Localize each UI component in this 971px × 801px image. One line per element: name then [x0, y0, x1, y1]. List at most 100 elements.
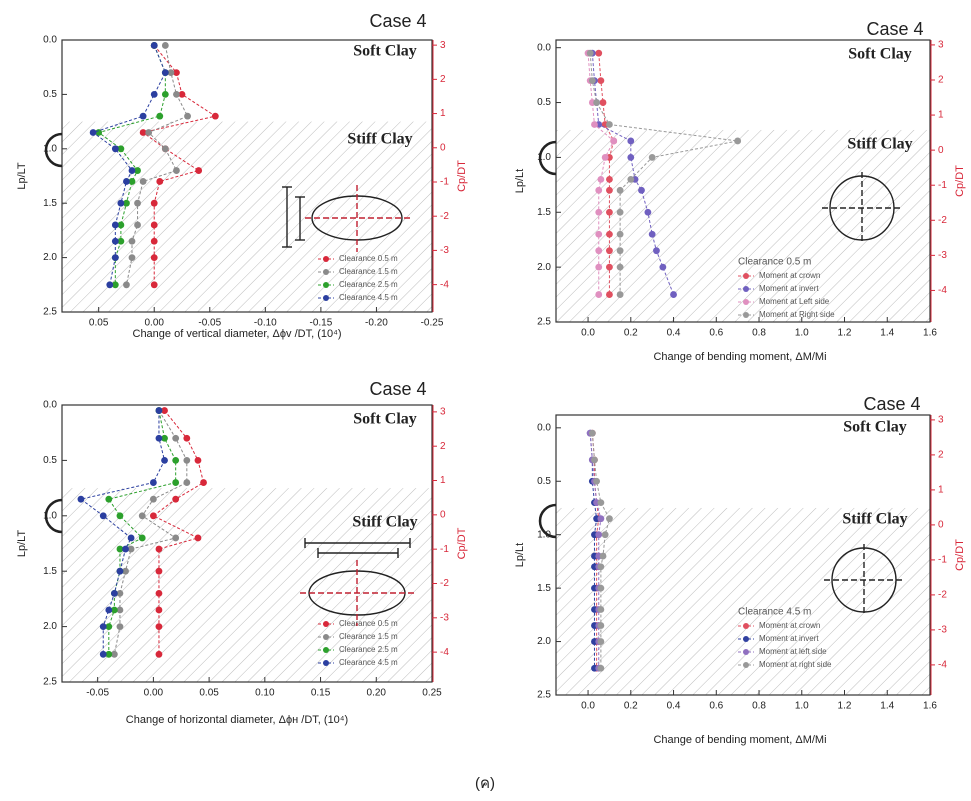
y2-tick-label: 2	[938, 450, 944, 461]
legend-label: Clearance 0.5 m	[339, 619, 398, 628]
y2-tick-label: 0	[440, 509, 446, 520]
y2-tick-label: -1	[440, 544, 449, 555]
y2-tick-label: 0	[440, 142, 446, 153]
legend-label: Clearance 1.5 m	[339, 267, 398, 276]
data-point	[587, 50, 594, 57]
legend-marker	[323, 634, 329, 640]
legend-label: Clearance 0.5 m	[339, 254, 398, 263]
y-tick-label: 1.5	[537, 207, 551, 218]
chart-title: Case 4	[863, 394, 920, 414]
legend-label: Moment at invert	[759, 634, 819, 643]
data-point	[595, 50, 602, 57]
annotation: Stiff Clay	[352, 514, 417, 531]
data-point	[151, 254, 158, 261]
chart-panel: 0.050.00-0.05-0.10-0.15-0.20-0.250.00.51…	[16, 11, 468, 340]
data-point	[117, 568, 124, 575]
data-point	[595, 187, 602, 194]
data-point	[117, 200, 124, 207]
data-point	[139, 535, 146, 542]
legend-label: Moment at right side	[759, 660, 832, 669]
data-point	[591, 121, 598, 128]
data-point	[117, 512, 124, 519]
y2-tick-label: 3	[938, 40, 944, 51]
data-point	[172, 479, 179, 486]
y2-tick-label: 2	[440, 441, 446, 452]
x-tick-label: 1.4	[880, 328, 894, 339]
data-point	[195, 535, 202, 542]
data-point	[100, 623, 107, 630]
data-point	[617, 231, 624, 238]
y-tick-label: 0.0	[43, 400, 57, 411]
y2-axis-label: Cp/DT	[954, 165, 966, 197]
data-point	[161, 457, 168, 464]
x-axis-label: Change of vertical diameter, Δϕv /DT, (1…	[133, 328, 342, 340]
y-tick-label: 2.5	[537, 690, 551, 701]
data-point	[156, 178, 163, 185]
y-tick-label: 2.5	[43, 307, 57, 318]
x-tick-label: 0.6	[709, 328, 723, 339]
data-point	[610, 138, 617, 145]
legend-label: Clearance 1.5 m	[339, 632, 398, 641]
x-tick-label: 0.4	[667, 701, 681, 712]
legend-label: Moment at left side	[759, 647, 827, 656]
x-axis-label: Change of bending moment, ΔM/Mi	[653, 734, 826, 746]
data-point	[156, 651, 163, 658]
data-point	[606, 291, 613, 298]
x-tick-label: 0.0	[581, 328, 595, 339]
x-tick-label: 0.8	[752, 701, 766, 712]
x-tick-label: 0.0	[581, 701, 595, 712]
data-point	[606, 515, 613, 522]
stiff-clay-region	[556, 508, 930, 695]
chart-title: Case 4	[369, 11, 426, 31]
x-tick-label: 0.2	[624, 701, 638, 712]
data-point	[649, 154, 656, 161]
x-tick-label: 0.25	[422, 688, 442, 699]
y2-tick-label: -4	[938, 285, 947, 296]
data-point	[606, 247, 613, 254]
annotation: Soft Clay	[353, 43, 417, 60]
data-point	[145, 129, 152, 136]
data-point	[117, 623, 124, 630]
data-point	[649, 231, 656, 238]
data-point	[129, 238, 136, 245]
figure: 0.00.20.40.60.81.01.21.41.60.00.51.01.52…	[0, 0, 971, 801]
chart-panel: 0.00.20.40.60.81.01.21.41.60.00.51.01.52…	[514, 19, 966, 363]
legend-marker	[323, 282, 329, 288]
y-tick-label: 2.5	[537, 317, 551, 328]
y-tick-label: 0.5	[537, 97, 551, 108]
y-tick-label: 0.5	[43, 89, 57, 100]
data-point	[112, 222, 119, 229]
legend-marker	[323, 621, 329, 627]
data-point	[139, 512, 146, 519]
data-point	[173, 167, 180, 174]
y2-tick-label: 2	[440, 74, 446, 85]
annotation: Stiff Clay	[842, 511, 907, 528]
annotation: Soft Clay	[353, 411, 417, 428]
x-tick-label: 1.4	[880, 701, 894, 712]
legend-marker	[743, 299, 749, 305]
data-point	[183, 435, 190, 442]
data-point	[627, 176, 634, 183]
data-point	[156, 568, 163, 575]
data-point	[105, 607, 112, 614]
data-point	[653, 247, 660, 254]
y-tick-label: 1.5	[537, 583, 551, 594]
data-point	[123, 178, 130, 185]
data-point	[597, 606, 604, 613]
data-point	[597, 585, 604, 592]
legend-label: Moment at crown	[759, 621, 820, 630]
data-point	[595, 291, 602, 298]
data-point	[195, 457, 202, 464]
legend-marker	[743, 273, 749, 279]
y2-tick-label: 3	[938, 415, 944, 426]
y2-tick-label: -1	[440, 177, 449, 188]
x-tick-label: 0.4	[667, 328, 681, 339]
y-tick-label: 1.5	[43, 198, 57, 209]
y2-tick-label: -1	[938, 555, 947, 566]
data-point	[140, 178, 147, 185]
data-point	[173, 91, 180, 98]
data-point	[112, 238, 119, 245]
y-axis-label: Lp/Lt	[514, 169, 526, 193]
data-point	[105, 496, 112, 503]
